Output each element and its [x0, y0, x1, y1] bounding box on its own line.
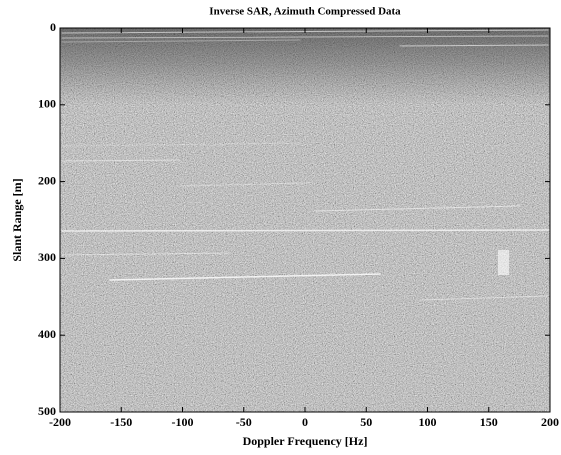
streak: [109, 273, 381, 281]
streak: [61, 159, 181, 162]
image-top-band: [60, 28, 550, 412]
y-tick-label: 500: [38, 404, 56, 418]
x-tick-label: 100: [419, 415, 437, 429]
y-tick-label: 0: [50, 20, 56, 34]
x-tick-label: -100: [172, 415, 194, 429]
streak: [419, 295, 549, 301]
y-tick-label: 300: [38, 250, 56, 264]
x-tick-label: 200: [541, 415, 559, 429]
streak: [61, 229, 551, 232]
streak: [61, 39, 301, 43]
y-tick-label: 200: [38, 173, 56, 187]
streak: [61, 142, 301, 147]
x-tick-label: 50: [360, 415, 372, 429]
streak: [61, 35, 549, 39]
x-axis-label: Doppler Frequency [Hz]: [243, 434, 368, 448]
streak: [61, 252, 231, 256]
plot-area: [60, 28, 551, 412]
chart-title: Inverse SAR, Azimuth Compressed Data: [209, 6, 401, 18]
x-tick-label: -150: [110, 415, 132, 429]
target-blob: [498, 250, 509, 275]
streak: [399, 44, 549, 47]
y-tick-label: 400: [38, 327, 56, 341]
x-tick-label: 150: [480, 415, 498, 429]
y-axis-label: Slant Range [m]: [10, 178, 24, 261]
y-tick-label: 100: [38, 97, 56, 111]
streak: [314, 205, 521, 212]
streak: [179, 182, 311, 187]
x-tick-label: -200: [49, 415, 71, 429]
x-tick-label: -50: [236, 415, 252, 429]
x-tick-label: 0: [302, 415, 308, 429]
